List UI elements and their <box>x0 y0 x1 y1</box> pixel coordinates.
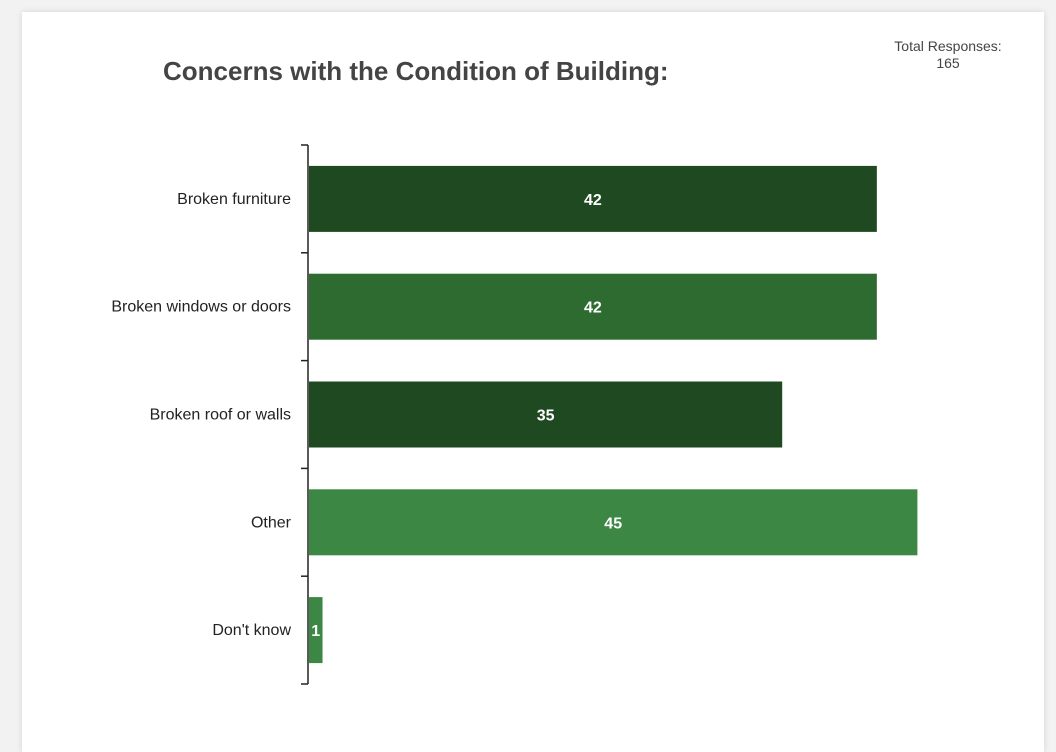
bar <box>309 489 918 556</box>
category-label: Broken furniture <box>177 191 291 208</box>
bar-value-label: 1 <box>311 623 320 640</box>
total-responses: Total Responses: 165 <box>868 38 1028 72</box>
bar-value-label: 42 <box>584 192 602 209</box>
total-responses-label: Total Responses: <box>894 38 1002 54</box>
category-label: Broken roof or walls <box>150 407 291 424</box>
bar-value-label: 42 <box>584 300 602 317</box>
chart-title: Concerns with the Condition of Building: <box>163 56 669 86</box>
bar <box>309 165 877 232</box>
category-label: Broken windows or doors <box>111 299 291 316</box>
total-responses-value: 165 <box>936 55 960 71</box>
bar-value-label: 45 <box>604 515 622 532</box>
bar-value-label: 35 <box>537 408 555 425</box>
bar <box>309 597 323 664</box>
category-label: Don't know <box>212 622 291 639</box>
bar <box>309 273 877 340</box>
category-label: Other <box>251 514 292 531</box>
bar <box>309 381 783 448</box>
